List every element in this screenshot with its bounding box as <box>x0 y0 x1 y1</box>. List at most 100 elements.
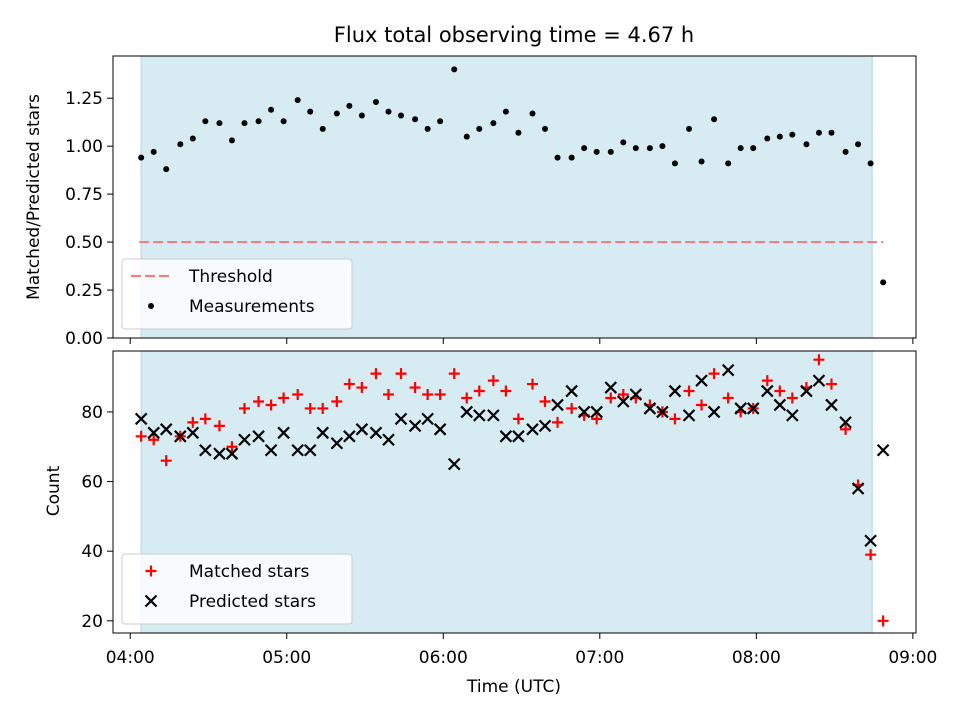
measurement-point <box>189 135 196 142</box>
chart-title: Flux total observing time = 4.67 h <box>334 23 694 47</box>
matched-stars-point <box>813 354 825 366</box>
measurement-point <box>307 108 314 115</box>
measurement-point <box>568 154 575 161</box>
measurement-point <box>815 129 822 136</box>
predicted-stars-point <box>773 398 787 412</box>
predicted-stars-point <box>721 363 735 377</box>
measurement-point <box>476 125 483 132</box>
measurement-point <box>737 145 744 152</box>
x-tick-label: 08:00 <box>732 648 781 668</box>
matched-stars-point <box>382 389 394 401</box>
measurement-point <box>138 154 145 161</box>
top-panel-frame <box>112 55 917 339</box>
measurement-point <box>437 118 444 125</box>
predicted-stars-point <box>629 388 643 401</box>
legend-label: Matched stars <box>189 562 309 582</box>
predicted-stars-point <box>707 405 721 419</box>
measurement-point <box>150 148 157 155</box>
measurement-point <box>686 125 693 132</box>
measurement-point <box>607 148 614 155</box>
measurement-point <box>855 141 862 148</box>
predicted-stars-point <box>499 430 513 443</box>
predicted-stars-point <box>695 374 708 387</box>
measurement-point <box>268 106 275 113</box>
predicted-stars-point <box>408 419 422 433</box>
matched-stars-point <box>213 420 225 432</box>
predicted-stars-point <box>303 443 317 457</box>
predicted-stars-point <box>734 402 747 415</box>
measurement-point <box>319 125 326 132</box>
matched-stars-point <box>265 399 277 411</box>
y-tick-label: 1.25 <box>65 89 103 109</box>
predicted-stars-point <box>526 423 539 436</box>
y-tick-label: 1.00 <box>65 137 103 157</box>
matched-stars-point <box>722 392 734 404</box>
x-tick-label: 05:00 <box>262 648 311 668</box>
matched-stars-point <box>566 402 578 414</box>
matched-stars-point <box>356 382 368 394</box>
matched-stars-point <box>434 389 446 401</box>
predicted-stars-point <box>682 409 696 422</box>
measurement-point <box>451 66 458 73</box>
predicted-stars-point <box>460 405 474 419</box>
predicted-stars-point <box>238 433 251 447</box>
matched-stars-point <box>422 389 434 401</box>
matched-stars-point <box>331 395 343 407</box>
legend-label: Threshold <box>188 267 273 287</box>
matched-stars-point <box>317 402 329 414</box>
measurement-point <box>177 141 184 148</box>
matched-stars-point <box>278 392 290 404</box>
measurement-point <box>554 154 561 161</box>
measurement-point <box>750 145 757 152</box>
matched-stars-point <box>617 389 629 401</box>
predicted-stars-point <box>421 412 434 426</box>
predicted-stars-point <box>433 423 447 436</box>
predicted-stars-point <box>447 457 461 471</box>
matched-stars-point <box>500 385 512 397</box>
measurement-point <box>698 158 705 165</box>
predicted-stars-point <box>800 384 813 398</box>
measurement-point <box>880 279 887 286</box>
matched-stars-point <box>395 368 407 380</box>
predicted-stars-point <box>551 398 564 412</box>
measurement-point <box>789 131 796 138</box>
measurement-point <box>385 108 392 115</box>
matched-stars-point <box>135 430 147 442</box>
predicted-stars-point <box>746 402 760 415</box>
measurement-point <box>581 145 588 152</box>
legend-measurement-swatch <box>148 303 154 309</box>
predicted-stars-point <box>252 430 265 443</box>
predicted-stars-point <box>343 430 356 443</box>
measurement-point <box>542 125 549 132</box>
measurement-point <box>372 99 379 106</box>
matched-stars-point <box>591 413 603 425</box>
bottom-panel-frame <box>112 350 917 634</box>
measurement-point <box>228 137 235 144</box>
top-panel: 0.00 0.25 0.50 0.75 1.00 1.25 Matched/Predict… <box>24 55 917 349</box>
measurement-point <box>463 133 470 140</box>
predicted-stars-point <box>316 426 330 440</box>
predicted-stars-point <box>565 384 578 398</box>
predicted-stars-point <box>812 374 826 387</box>
predicted-stars-point <box>225 447 239 460</box>
measurement-point <box>803 141 810 148</box>
matched-stars-point <box>199 413 211 425</box>
predicted-stars-point <box>291 443 304 457</box>
matched-stars-point <box>487 375 499 387</box>
predicted-stars-point <box>473 409 486 422</box>
measurement-point <box>842 148 849 155</box>
predicted-stars-point <box>355 423 369 436</box>
predicted-stars-point <box>199 443 212 457</box>
measurement-point <box>333 110 340 117</box>
x-tick-label: 06:00 <box>419 648 468 668</box>
bottom-panel-points <box>134 354 890 627</box>
legend-label: Measurements <box>189 297 315 317</box>
matched-stars-point <box>343 378 355 390</box>
measurement-point <box>529 110 536 117</box>
matched-stars-point <box>370 368 382 380</box>
predicted-stars-point <box>382 433 395 447</box>
predicted-stars-point <box>134 412 148 426</box>
legend-matched-swatch <box>145 565 157 577</box>
legend-box <box>121 258 353 330</box>
